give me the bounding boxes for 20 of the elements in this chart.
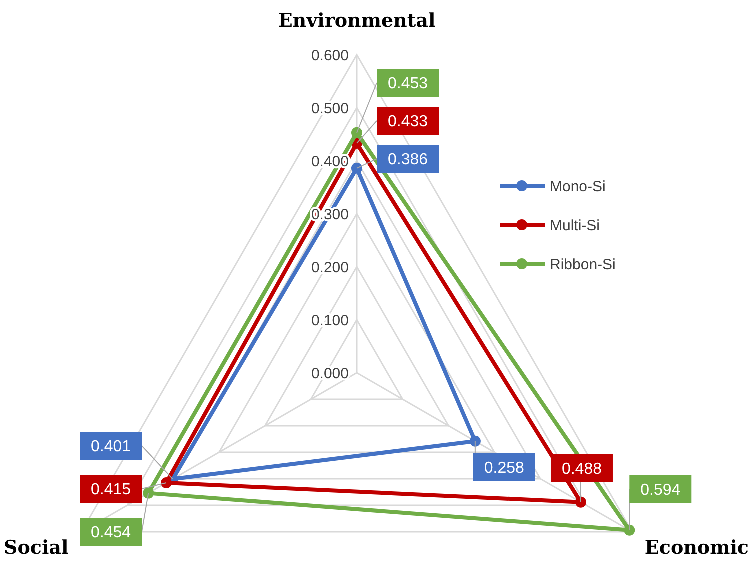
data-label: 0.454 [90, 524, 132, 542]
legend-label: Multi-Si [550, 217, 600, 234]
data-label: 0.258 [484, 460, 525, 477]
data-label: 0.386 [388, 152, 428, 169]
legend-label: Ribbon-Si [550, 256, 616, 274]
y-tick-label: 0.500 [311, 100, 349, 118]
spoke-label: Social [4, 537, 69, 559]
data-label: 0.453 [388, 76, 428, 93]
y-tick-label: 0.100 [311, 312, 349, 330]
y-tick-label: 0.200 [311, 259, 349, 276]
spoke-label: Environmental [278, 10, 436, 32]
y-tick-label: 0.600 [311, 47, 349, 64]
y-tick-label: 0.000 [311, 365, 349, 382]
data-label: 0.415 [90, 482, 132, 499]
data-label: 0.433 [388, 114, 428, 131]
spoke-label: Economic [644, 537, 749, 559]
data-label: 0.401 [90, 438, 132, 456]
data-label: 0.594 [640, 482, 681, 500]
legend-label: Mono-Si [550, 178, 606, 196]
data-label: 0.488 [562, 460, 602, 478]
